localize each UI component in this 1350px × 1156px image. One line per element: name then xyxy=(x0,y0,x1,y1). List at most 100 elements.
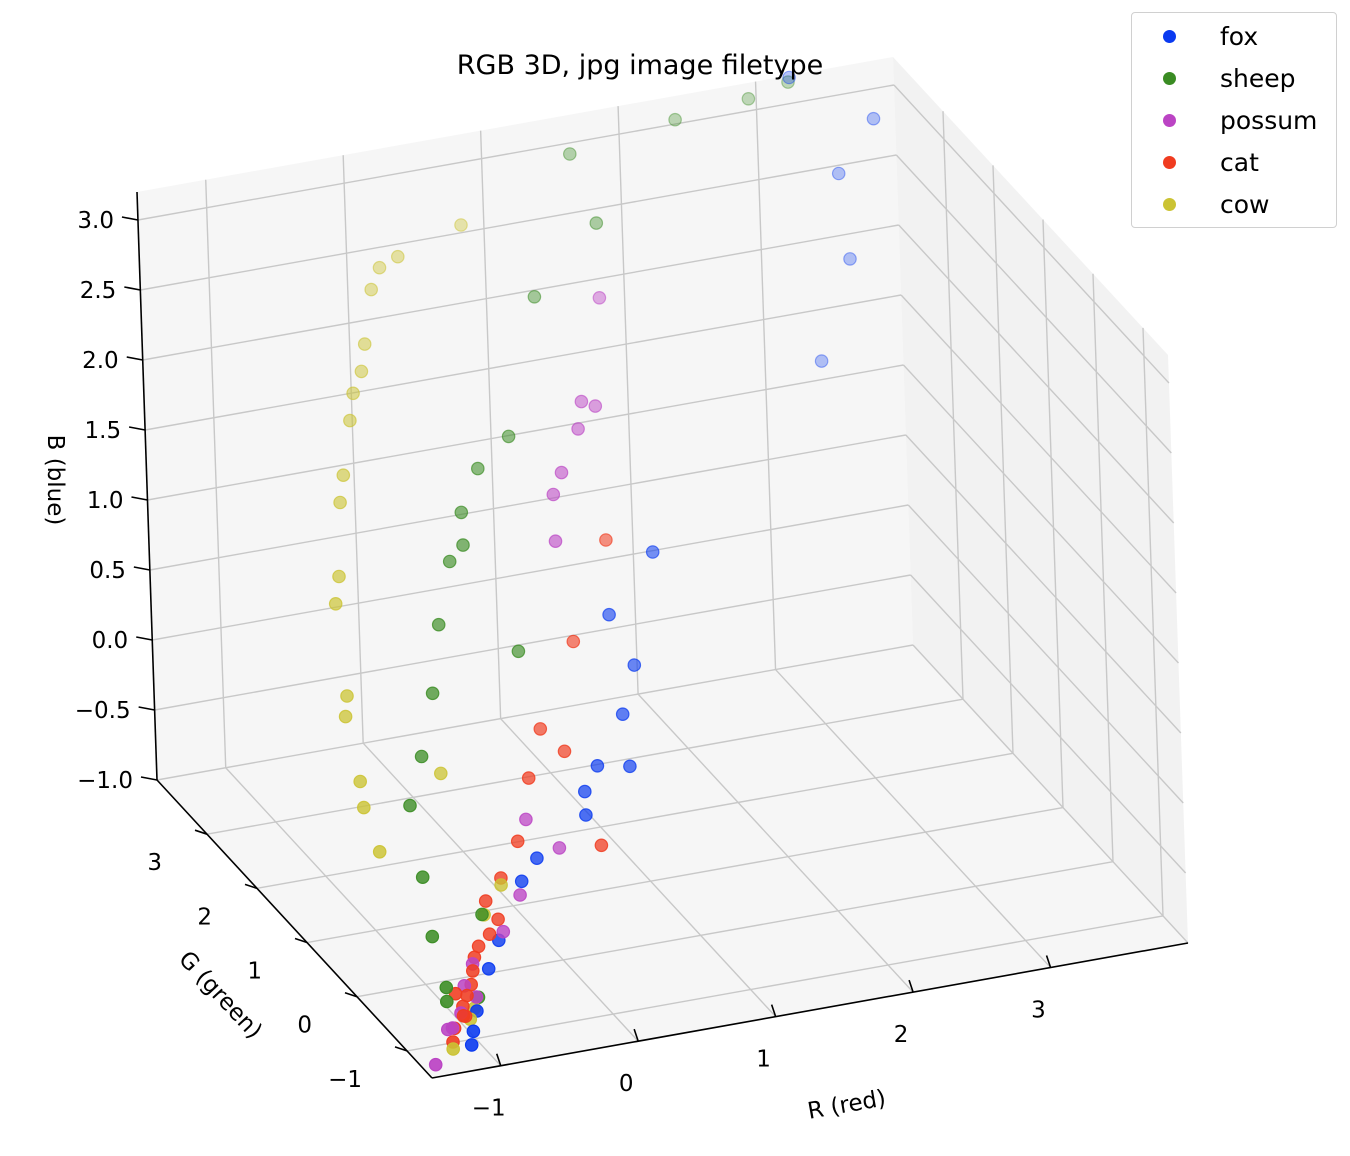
point-possum xyxy=(571,422,585,436)
point-fox xyxy=(843,252,857,266)
point-fox xyxy=(782,70,796,85)
legend-item-possum: possum xyxy=(1132,105,1317,135)
point-sheep xyxy=(527,289,542,304)
point-fox xyxy=(481,961,496,976)
x-grid-floor xyxy=(637,693,914,993)
legend-marker xyxy=(1163,113,1176,127)
z-tick xyxy=(126,356,143,361)
point-cow xyxy=(343,413,357,428)
x-tick-label: 1 xyxy=(756,1047,771,1073)
point-fox xyxy=(623,759,637,774)
z-grid-back xyxy=(149,434,906,571)
grid-lines xyxy=(137,81,1189,1067)
point-fox xyxy=(866,111,881,126)
point-sheep xyxy=(431,617,446,632)
point-possum xyxy=(513,888,527,902)
legend-marker xyxy=(1163,155,1176,169)
z-grid-back xyxy=(154,574,911,711)
point-sheep xyxy=(439,994,454,1009)
z-grid-side xyxy=(898,224,1175,524)
point-cow xyxy=(390,249,405,264)
legend-item-cat: cat xyxy=(1132,147,1259,177)
point-cat xyxy=(482,927,497,941)
x-tick-label: 2 xyxy=(894,1022,909,1048)
point-cow xyxy=(372,844,387,859)
z-tick xyxy=(138,706,155,711)
x-tick xyxy=(1045,955,1052,968)
z-tick-label: 1.0 xyxy=(87,488,124,514)
point-sheep xyxy=(589,216,604,230)
x-axis-line xyxy=(431,942,1189,1079)
z-tick xyxy=(128,426,146,431)
point-possum xyxy=(546,487,561,502)
point-cow xyxy=(433,766,448,781)
axis-panes xyxy=(137,57,1188,1078)
z-grid-back xyxy=(142,224,899,361)
legend-label: cat xyxy=(1220,147,1259,177)
chart-title: RGB 3D, jpg image filetype xyxy=(457,50,823,81)
z-tick-label: −0.5 xyxy=(75,698,131,724)
point-sheep xyxy=(414,749,429,764)
point-cow xyxy=(364,282,378,297)
point-cat xyxy=(533,722,548,736)
x-tick-label: 0 xyxy=(619,1071,634,1097)
legend-label: possum xyxy=(1220,105,1318,135)
y-grid-floor xyxy=(306,806,1064,944)
point-cow xyxy=(357,337,372,351)
point-fox xyxy=(645,545,660,559)
z-grid-back xyxy=(144,294,902,431)
x-tick-label: −1 xyxy=(472,1096,506,1122)
point-sheep xyxy=(781,75,795,89)
data-points xyxy=(328,70,881,1072)
point-cow xyxy=(328,596,343,611)
y-tick xyxy=(394,1046,408,1052)
z-tick-label: 0.5 xyxy=(89,558,126,584)
point-cow xyxy=(340,689,354,703)
z-tick xyxy=(140,776,158,781)
point-fox xyxy=(530,851,544,865)
point-sheep xyxy=(501,429,516,444)
point-fox xyxy=(590,758,605,773)
x-axis-label: R (red) xyxy=(806,1085,888,1124)
point-cat xyxy=(465,964,480,978)
axis-lines: −1 0 1 2 3 −1 0 1 2 3 −1.0 −0.5 0.0 0.5 1.0 1.5 2.0 2.5 3.… xyxy=(75,191,1189,1122)
legend-item-fox: fox xyxy=(1132,21,1258,51)
y-tick xyxy=(344,991,358,998)
point-fox xyxy=(615,707,630,721)
point-fox xyxy=(602,607,616,622)
legend-label: cow xyxy=(1220,189,1270,219)
y-grid-floor xyxy=(256,752,1014,890)
point-possum xyxy=(588,399,603,413)
point-sheep xyxy=(454,505,469,520)
legend-item-sheep: sheep xyxy=(1132,63,1296,93)
point-sheep xyxy=(470,461,485,476)
point-cow xyxy=(356,800,371,815)
z-grid-side xyxy=(905,434,1182,734)
point-sheep xyxy=(475,907,489,922)
legend: fox sheep possum cat cow xyxy=(1131,12,1337,228)
point-cow xyxy=(446,1042,460,1056)
x-tick-label: 3 xyxy=(1031,998,1046,1024)
point-fox xyxy=(579,808,593,822)
x-grid-floor xyxy=(362,742,639,1042)
point-possum xyxy=(496,924,511,939)
point-possum xyxy=(554,465,569,480)
y-grid-floor xyxy=(206,698,964,835)
y-grid-floor xyxy=(406,915,1164,1052)
point-possum xyxy=(552,841,567,855)
point-cat xyxy=(599,533,613,547)
z-tick-label: 1.5 xyxy=(85,418,122,444)
point-possum xyxy=(519,812,533,827)
point-sheep xyxy=(741,92,756,106)
z-tick-label: 2.5 xyxy=(80,278,117,304)
y-axis-line xyxy=(156,779,433,1079)
z-tick xyxy=(136,636,153,641)
point-fox xyxy=(464,1038,479,1052)
z-grid-back xyxy=(140,154,897,291)
point-possum xyxy=(445,1021,460,1035)
x-tick xyxy=(633,1028,639,1042)
y-tick-label: 3 xyxy=(147,850,162,876)
legend-marker xyxy=(1163,71,1176,85)
point-cat xyxy=(510,834,525,849)
